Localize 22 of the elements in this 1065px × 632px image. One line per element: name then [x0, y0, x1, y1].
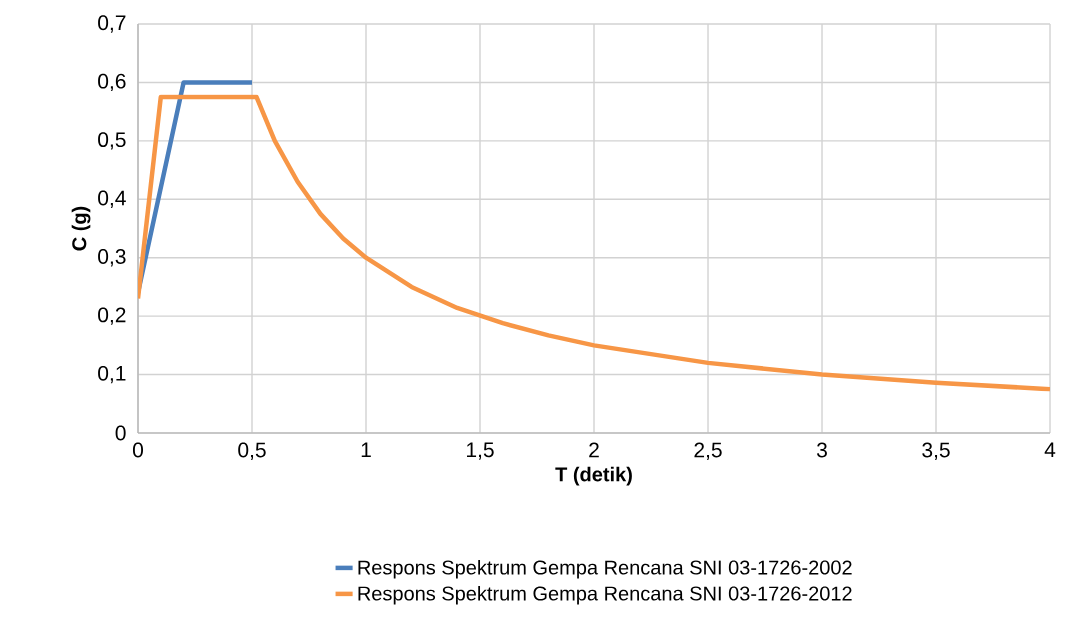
x-tick-label: 3 — [816, 442, 827, 458]
y-tick-label: 0,7 — [98, 15, 126, 33]
x-tick-label: 4 — [1044, 442, 1056, 457]
y-tick-label: 0,5 — [98, 132, 126, 150]
x-tick-label: 1 — [361, 442, 371, 457]
x-tick-label: 1,5 — [467, 442, 494, 460]
y-tick-label: 0,3 — [98, 249, 126, 267]
y-tick-label: 0,2 — [98, 307, 126, 325]
y-tick-label: 0 — [115, 425, 126, 441]
x-tick-label: 3,5 — [922, 442, 950, 460]
y-tick-label: 0,6 — [98, 73, 126, 92]
y-tick-label: 0,4 — [98, 190, 126, 208]
x-tick-label: 0 — [132, 442, 144, 458]
x-tick-label: 0,5 — [238, 442, 266, 460]
y-axis-title: C (g) — [71, 206, 91, 251]
legend-label: Respons Spektrum Gempa Rencana SNI 03-1726-2012 — [358, 585, 852, 605]
x-tick-label: 2,5 — [694, 442, 722, 460]
x-tick-label: 2 — [589, 442, 599, 458]
y-tick-label: 0,1 — [98, 365, 126, 384]
legend-label: Respons Spektrum Gempa Rencana SNI 03-1726-2002 — [358, 559, 852, 579]
x-axis-title: T (detik) — [555, 466, 632, 486]
line-series — [138, 94, 1051, 392]
